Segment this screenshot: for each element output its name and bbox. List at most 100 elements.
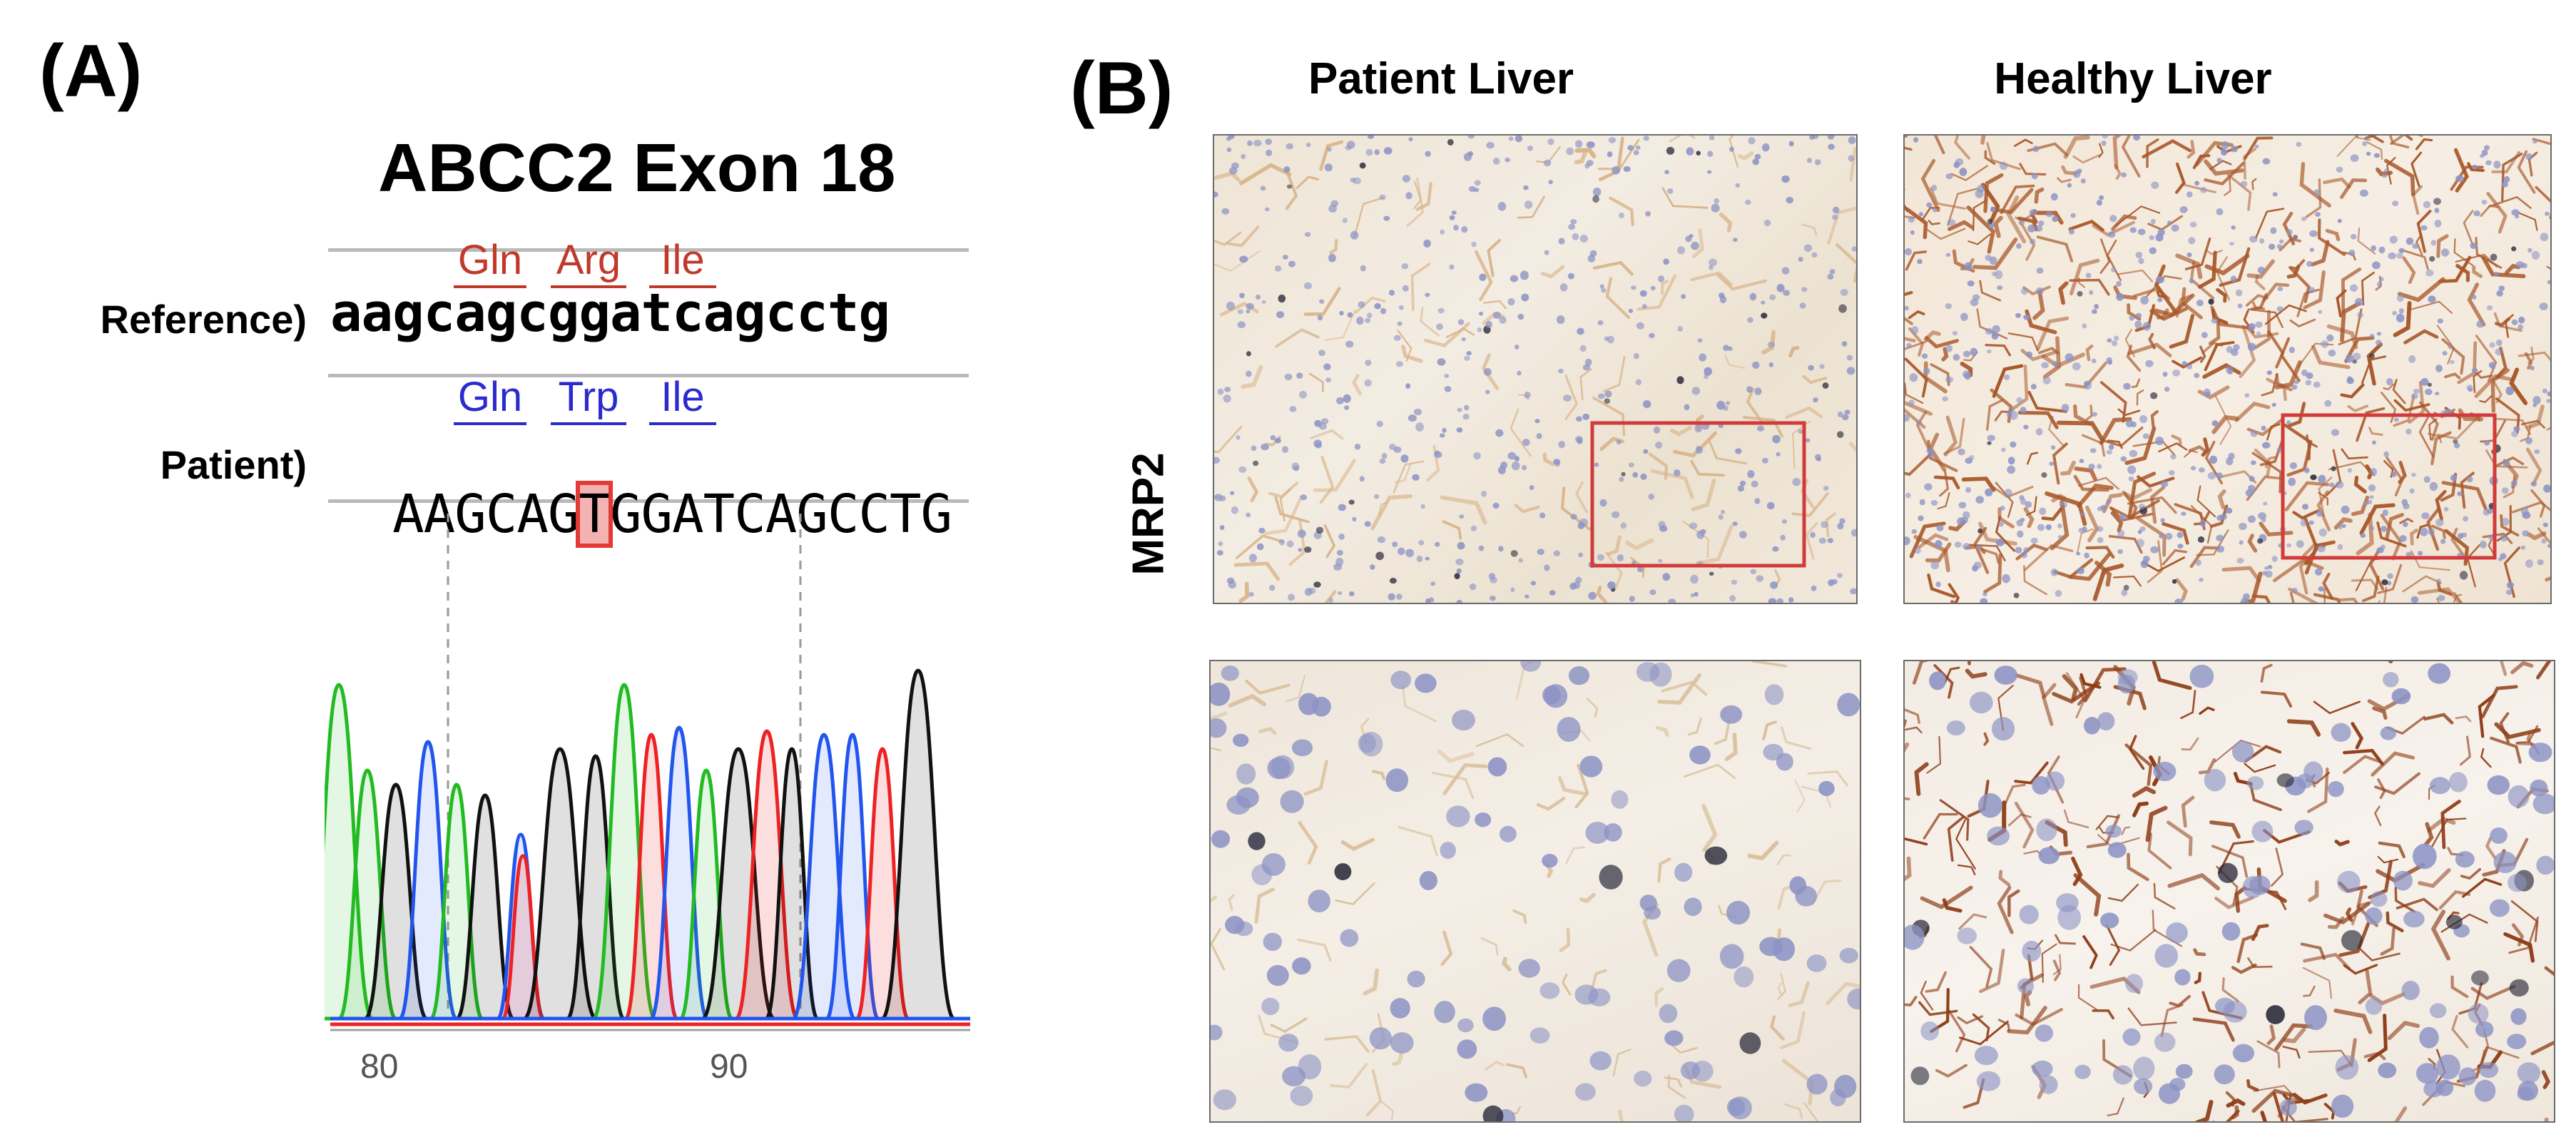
stain-mark bbox=[1983, 732, 1990, 746]
nucleus bbox=[1905, 536, 1910, 546]
nucleus bbox=[2347, 376, 2352, 382]
stain-mark bbox=[2376, 521, 2407, 548]
stain-mark bbox=[1905, 250, 1928, 271]
nucleus bbox=[2257, 266, 2266, 274]
nucleus bbox=[2039, 507, 2047, 515]
stain-mark bbox=[1791, 492, 1829, 517]
nucleus bbox=[2308, 520, 2314, 525]
stain-mark bbox=[2303, 270, 2326, 310]
nucleus bbox=[2337, 218, 2342, 223]
nucleus bbox=[2266, 370, 2272, 375]
nucleus bbox=[1347, 312, 1353, 318]
nucleus bbox=[1486, 142, 1495, 149]
nucleus bbox=[2050, 569, 2058, 576]
nucleus bbox=[1514, 456, 1519, 462]
nucleus bbox=[1664, 1030, 1684, 1046]
stain-mark bbox=[2416, 210, 2432, 253]
nucleus bbox=[1297, 529, 1306, 538]
nucleus bbox=[2045, 210, 2053, 218]
stain-mark bbox=[1592, 397, 1626, 437]
stain-mark bbox=[1954, 136, 1970, 160]
nucleus bbox=[1335, 557, 1344, 566]
nucleus bbox=[1623, 166, 1631, 172]
nucleus bbox=[2016, 519, 2024, 526]
nucleus bbox=[2172, 579, 2177, 584]
nucleus bbox=[1696, 445, 1701, 451]
stain-mark bbox=[1412, 180, 1422, 210]
nucleus bbox=[1405, 383, 1411, 389]
nucleus bbox=[1621, 471, 1626, 476]
stain-mark bbox=[1905, 188, 1909, 213]
nucleus bbox=[2306, 260, 2313, 267]
nucleus bbox=[1617, 554, 1624, 562]
nucleus bbox=[2089, 290, 2094, 295]
nucleus bbox=[1437, 307, 1445, 314]
stain-mark bbox=[2459, 735, 2471, 766]
stain-mark bbox=[1480, 937, 1499, 956]
nucleus bbox=[1413, 408, 1422, 416]
stain-mark bbox=[2053, 558, 2094, 579]
stain-mark bbox=[1783, 1103, 1803, 1119]
nucleus bbox=[1522, 439, 1530, 447]
stain-mark bbox=[1431, 771, 1475, 800]
nucleus bbox=[2527, 248, 2532, 253]
stain-mark bbox=[2283, 423, 2311, 461]
nucleus bbox=[2420, 225, 2428, 231]
nucleus bbox=[1699, 353, 1707, 362]
stain-mark bbox=[2292, 1093, 2328, 1105]
stain-mark bbox=[2192, 1017, 2235, 1042]
nucleus bbox=[1718, 514, 1724, 520]
nucleus bbox=[1930, 500, 1938, 506]
stain-mark bbox=[2050, 500, 2070, 551]
stain-mark bbox=[1596, 586, 1608, 603]
nucleus bbox=[2216, 514, 2224, 521]
stain-mark bbox=[1946, 1008, 1966, 1053]
nucleus bbox=[2502, 487, 2509, 494]
stain-mark bbox=[2333, 1009, 2373, 1034]
stain-mark bbox=[1905, 742, 1910, 753]
stain-mark bbox=[2341, 448, 2368, 460]
nucleus bbox=[1726, 1098, 1746, 1116]
nucleus bbox=[1834, 1074, 1857, 1098]
stain-mark bbox=[2416, 524, 2428, 539]
nucleus bbox=[1291, 739, 1313, 757]
stain-mark bbox=[2188, 445, 2206, 453]
stain-mark bbox=[1980, 136, 1986, 145]
stain-mark bbox=[2099, 238, 2111, 274]
peak-c-12 bbox=[648, 725, 710, 1021]
nucleus bbox=[2416, 1063, 2439, 1084]
nucleus bbox=[1776, 284, 1785, 292]
nucleus bbox=[2352, 352, 2361, 360]
stain-mark bbox=[2517, 150, 2536, 194]
nucleus bbox=[2423, 476, 2430, 483]
stain-mark bbox=[1226, 225, 1260, 248]
stain-mark bbox=[2338, 597, 2359, 603]
column-title-patient: Patient Liver bbox=[1308, 54, 1574, 103]
stain-mark bbox=[2505, 314, 2514, 338]
nucleus bbox=[1304, 232, 1311, 238]
nucleus bbox=[2225, 365, 2234, 374]
stain-mark bbox=[2283, 1027, 2306, 1044]
nucleus bbox=[1280, 790, 1304, 813]
nucleus bbox=[1570, 219, 1577, 225]
nucleus bbox=[2082, 323, 2087, 329]
nucleus bbox=[1667, 188, 1674, 194]
nucleus bbox=[1514, 345, 1519, 350]
nucleus bbox=[2300, 519, 2307, 527]
nucleus bbox=[2508, 873, 2527, 892]
stain-mark bbox=[2260, 690, 2293, 708]
nucleus bbox=[2140, 296, 2149, 305]
stain-mark bbox=[1811, 879, 1842, 906]
nucleus bbox=[2328, 350, 2336, 357]
nucleus bbox=[1348, 499, 1355, 505]
stain-mark bbox=[1420, 307, 1440, 337]
stain-mark bbox=[1228, 693, 1267, 708]
stain-mark bbox=[1918, 1001, 1958, 1016]
stain-mark bbox=[1574, 150, 1588, 165]
stain-mark bbox=[1440, 495, 1487, 525]
stain-mark bbox=[1937, 491, 1950, 510]
nucleus bbox=[2045, 524, 2052, 531]
nucleus bbox=[1558, 238, 1565, 245]
nucleus bbox=[2015, 546, 2022, 554]
stain-mark bbox=[2221, 566, 2261, 583]
